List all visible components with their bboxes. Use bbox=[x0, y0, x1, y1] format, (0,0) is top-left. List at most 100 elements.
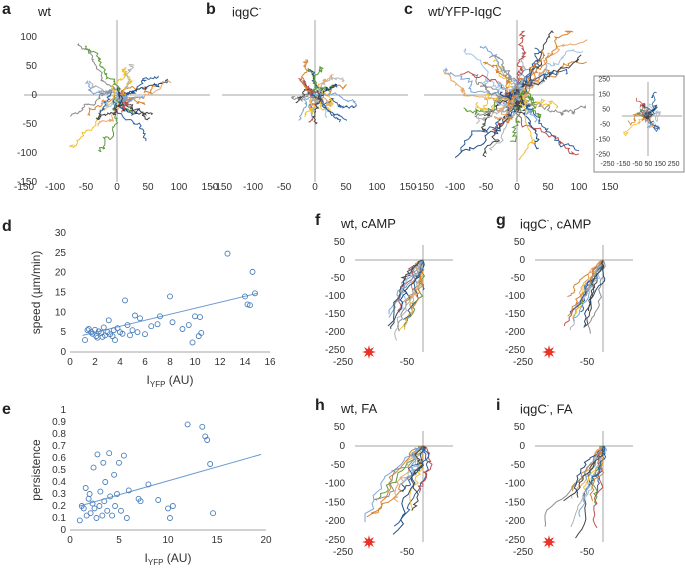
x-tick-label: 16 bbox=[264, 357, 276, 368]
x-tick-label: 100 bbox=[369, 182, 386, 193]
data-point bbox=[96, 503, 103, 509]
x-tick-label: -150 bbox=[14, 182, 34, 193]
x-tick-label: -250 bbox=[513, 357, 533, 368]
cell-track bbox=[84, 45, 120, 91]
panel-label-d: d bbox=[2, 218, 12, 235]
y-tick-label: 0 bbox=[339, 441, 345, 452]
x-tick-label: 150 bbox=[602, 182, 619, 193]
data-point bbox=[107, 493, 114, 500]
data-point bbox=[207, 461, 214, 467]
x-tick-label: 15 bbox=[211, 535, 223, 546]
y-tick-label: 0.1 bbox=[52, 513, 66, 524]
data-point bbox=[142, 331, 148, 338]
cell-track bbox=[519, 97, 540, 150]
x-axis-label: IYFP (AU) bbox=[145, 551, 192, 567]
inset-y-tick-label: -150 bbox=[596, 137, 610, 144]
chemotaxis-track bbox=[410, 259, 424, 310]
chemotaxis-track bbox=[569, 259, 604, 314]
y-tick-label: 0.7 bbox=[52, 441, 66, 452]
data-point bbox=[129, 327, 136, 334]
chemotaxis-track bbox=[583, 259, 606, 328]
y-tick-label: 0.9 bbox=[52, 417, 66, 428]
cell-track bbox=[460, 96, 523, 153]
data-point bbox=[137, 498, 144, 505]
data-point bbox=[154, 321, 161, 328]
y-tick-label: 15 bbox=[55, 288, 67, 299]
panel-label-a: a bbox=[2, 1, 11, 18]
x-tick-label: -50 bbox=[277, 182, 292, 193]
chemotaxis-track bbox=[388, 259, 424, 315]
data-point bbox=[132, 312, 138, 319]
y-tick-label: 1 bbox=[60, 405, 66, 416]
y-tick-label: -200 bbox=[325, 327, 345, 338]
data-point bbox=[123, 515, 130, 521]
chemotaxis-track bbox=[572, 259, 605, 322]
y-tick-label: -250 bbox=[505, 535, 525, 546]
data-point bbox=[89, 500, 96, 507]
data-point bbox=[116, 459, 122, 466]
x-tick-label: -250 bbox=[333, 547, 353, 558]
data-point bbox=[114, 491, 120, 497]
data-point bbox=[118, 507, 124, 514]
cell-track bbox=[474, 92, 515, 110]
data-point bbox=[125, 487, 132, 494]
data-point bbox=[80, 505, 87, 512]
y-tick-label: 5 bbox=[60, 327, 66, 338]
cell-track bbox=[310, 93, 348, 121]
cell-track bbox=[304, 98, 317, 117]
y-tick-label: 100 bbox=[20, 32, 37, 43]
cell-track bbox=[518, 96, 559, 109]
panel-label-f: f bbox=[315, 212, 321, 229]
cell-track bbox=[518, 92, 536, 161]
inset-y-tick-label: 250 bbox=[598, 77, 610, 84]
y-tick-label: 50 bbox=[334, 237, 346, 248]
chemotaxis-track bbox=[563, 446, 604, 502]
y-tick-label: -200 bbox=[505, 327, 525, 338]
inset-y-tick-label: 150 bbox=[598, 92, 610, 99]
cell-track bbox=[290, 93, 312, 103]
data-point bbox=[165, 505, 171, 512]
x-tick-label: -50 bbox=[479, 182, 494, 193]
cell-track bbox=[112, 99, 147, 142]
y-tick-label: -50 bbox=[23, 119, 38, 130]
cell-track bbox=[298, 95, 312, 121]
x-tick-label: 5 bbox=[116, 535, 122, 546]
cell-track bbox=[97, 98, 119, 153]
x-tick-label: 0 bbox=[114, 182, 120, 193]
cell-track bbox=[95, 94, 126, 121]
data-point bbox=[122, 297, 128, 304]
x-tick-label: 0 bbox=[67, 357, 73, 368]
y-tick-label: -150 bbox=[325, 309, 345, 320]
cell-track bbox=[118, 84, 157, 98]
x-tick-label: -50 bbox=[580, 547, 595, 558]
y-tick-label: 50 bbox=[26, 61, 38, 72]
data-point bbox=[82, 485, 89, 491]
cell-track bbox=[84, 80, 123, 101]
y-tick-label: 50 bbox=[334, 422, 346, 433]
y-tick-label: 25 bbox=[55, 248, 67, 259]
data-point bbox=[242, 293, 248, 300]
y-tick-label: -200 bbox=[325, 516, 345, 527]
chemotaxis-track bbox=[573, 445, 604, 498]
chemotaxis-track bbox=[407, 445, 424, 479]
data-point bbox=[127, 332, 133, 339]
x-tick-label: -250 bbox=[513, 547, 533, 558]
panel-label-i: i bbox=[496, 397, 501, 414]
y-tick-label: -50 bbox=[331, 460, 346, 471]
data-point bbox=[179, 326, 186, 332]
data-point bbox=[185, 322, 192, 328]
panel-title-g: iqgC-, cAMP bbox=[520, 216, 592, 232]
panel-title-a: wt bbox=[38, 4, 51, 19]
cell-track bbox=[488, 55, 521, 91]
x-tick-label: 6 bbox=[142, 357, 148, 368]
data-point bbox=[184, 421, 191, 428]
cell-track bbox=[443, 69, 518, 103]
cell-track bbox=[110, 66, 127, 97]
x-tick-label: -250 bbox=[333, 357, 353, 368]
data-point bbox=[93, 333, 100, 340]
cell-track bbox=[443, 67, 512, 100]
data-point bbox=[109, 512, 116, 519]
cell-track bbox=[515, 54, 582, 91]
x-axis-label: IYFP (AU) bbox=[147, 373, 194, 389]
